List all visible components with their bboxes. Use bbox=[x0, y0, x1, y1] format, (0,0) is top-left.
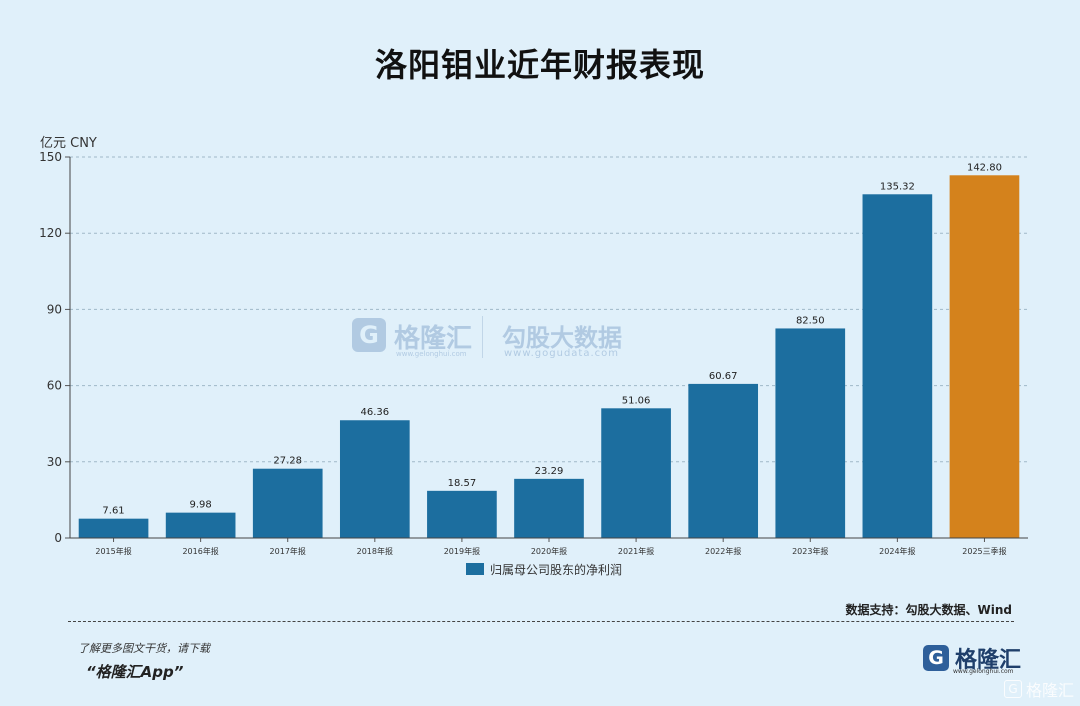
x-tick-label: 2021年报 bbox=[618, 546, 654, 556]
bar-value-label: 142.80 bbox=[967, 162, 1002, 173]
x-tick-label: 2018年报 bbox=[357, 546, 393, 556]
bar bbox=[78, 518, 149, 538]
value-labels: 7.61 9.98 27.28 46.36 18.57 23.29 51.06 60.67 82… bbox=[102, 162, 1002, 516]
bar bbox=[427, 490, 497, 538]
bar-value-label: 23.29 bbox=[535, 466, 564, 477]
bar-value-label: 18.57 bbox=[448, 478, 477, 489]
x-tick-label: 2019年报 bbox=[444, 546, 480, 556]
bar-value-label: 46.36 bbox=[360, 407, 389, 418]
bar bbox=[339, 420, 410, 538]
brand-logo: G 格隆汇 bbox=[923, 643, 1021, 673]
y-tick-label: 90 bbox=[47, 302, 62, 316]
page-title: 洛阳钼业近年财报表现 bbox=[374, 46, 705, 84]
x-axis-ticks: 2015年报 2016年报 2017年报 2018年报 2019年报 2020年报 2021… bbox=[95, 538, 1007, 556]
bar-value-label: 51.06 bbox=[622, 395, 651, 406]
bar bbox=[688, 383, 759, 538]
bar bbox=[165, 512, 236, 538]
y-axis-unit-label: 亿元 CNY bbox=[40, 136, 97, 151]
data-source: 数据支持：勾股大数据、Wind bbox=[845, 603, 1012, 617]
x-tick-label: 2022年报 bbox=[705, 546, 741, 556]
brand-logo-icon: G bbox=[923, 645, 949, 671]
y-axis-ticks: 0 30 60 90 120 150 bbox=[39, 150, 70, 545]
x-tick-label: 2016年报 bbox=[182, 546, 218, 556]
axes bbox=[69, 157, 1028, 539]
promo-text: 了解更多图文干货，请下载 bbox=[78, 642, 210, 655]
x-tick-label: 2015年报 bbox=[95, 546, 131, 556]
promo-app-name: “格隆汇App” bbox=[86, 663, 184, 681]
chart-legend: 归属母公司股东的净利润 bbox=[466, 562, 623, 577]
bar bbox=[862, 194, 933, 538]
x-tick-label: 2024年报 bbox=[879, 546, 915, 556]
bar bbox=[514, 478, 584, 538]
brand-site: www.gelonghui.com bbox=[953, 668, 1014, 675]
bar-value-label: 9.98 bbox=[190, 500, 212, 511]
bar bbox=[949, 175, 1020, 538]
bar bbox=[775, 328, 846, 538]
bar bbox=[601, 408, 671, 538]
legend-swatch bbox=[466, 563, 484, 575]
bar-value-label: 82.50 bbox=[796, 315, 825, 326]
bar-value-label: 135.32 bbox=[880, 181, 915, 192]
corner-logo-icon: G bbox=[1004, 680, 1022, 698]
corner-watermark-name: 格隆汇 bbox=[1026, 681, 1075, 700]
y-tick-label: 0 bbox=[54, 531, 62, 545]
y-tick-label: 120 bbox=[39, 226, 62, 240]
y-tick-label: 60 bbox=[47, 379, 62, 393]
bar-value-label: 60.67 bbox=[709, 371, 738, 382]
brand-name: 格隆汇 bbox=[955, 648, 1022, 673]
x-tick-label: 2025三季报 bbox=[962, 546, 1006, 556]
bars bbox=[78, 175, 1020, 538]
x-tick-label: 2023年报 bbox=[792, 546, 828, 556]
bar bbox=[252, 468, 323, 538]
y-tick-label: 30 bbox=[47, 455, 62, 469]
x-tick-label: 2020年报 bbox=[531, 546, 567, 556]
footer-divider bbox=[68, 621, 1014, 622]
bar-value-label: 27.28 bbox=[273, 456, 302, 467]
bar-value-label: 7.61 bbox=[102, 506, 124, 517]
y-tick-label: 150 bbox=[39, 150, 62, 164]
x-tick-label: 2017年报 bbox=[270, 546, 306, 556]
corner-watermark: G 格隆汇 bbox=[1004, 677, 1074, 701]
legend-label: 归属母公司股东的净利润 bbox=[490, 562, 623, 577]
